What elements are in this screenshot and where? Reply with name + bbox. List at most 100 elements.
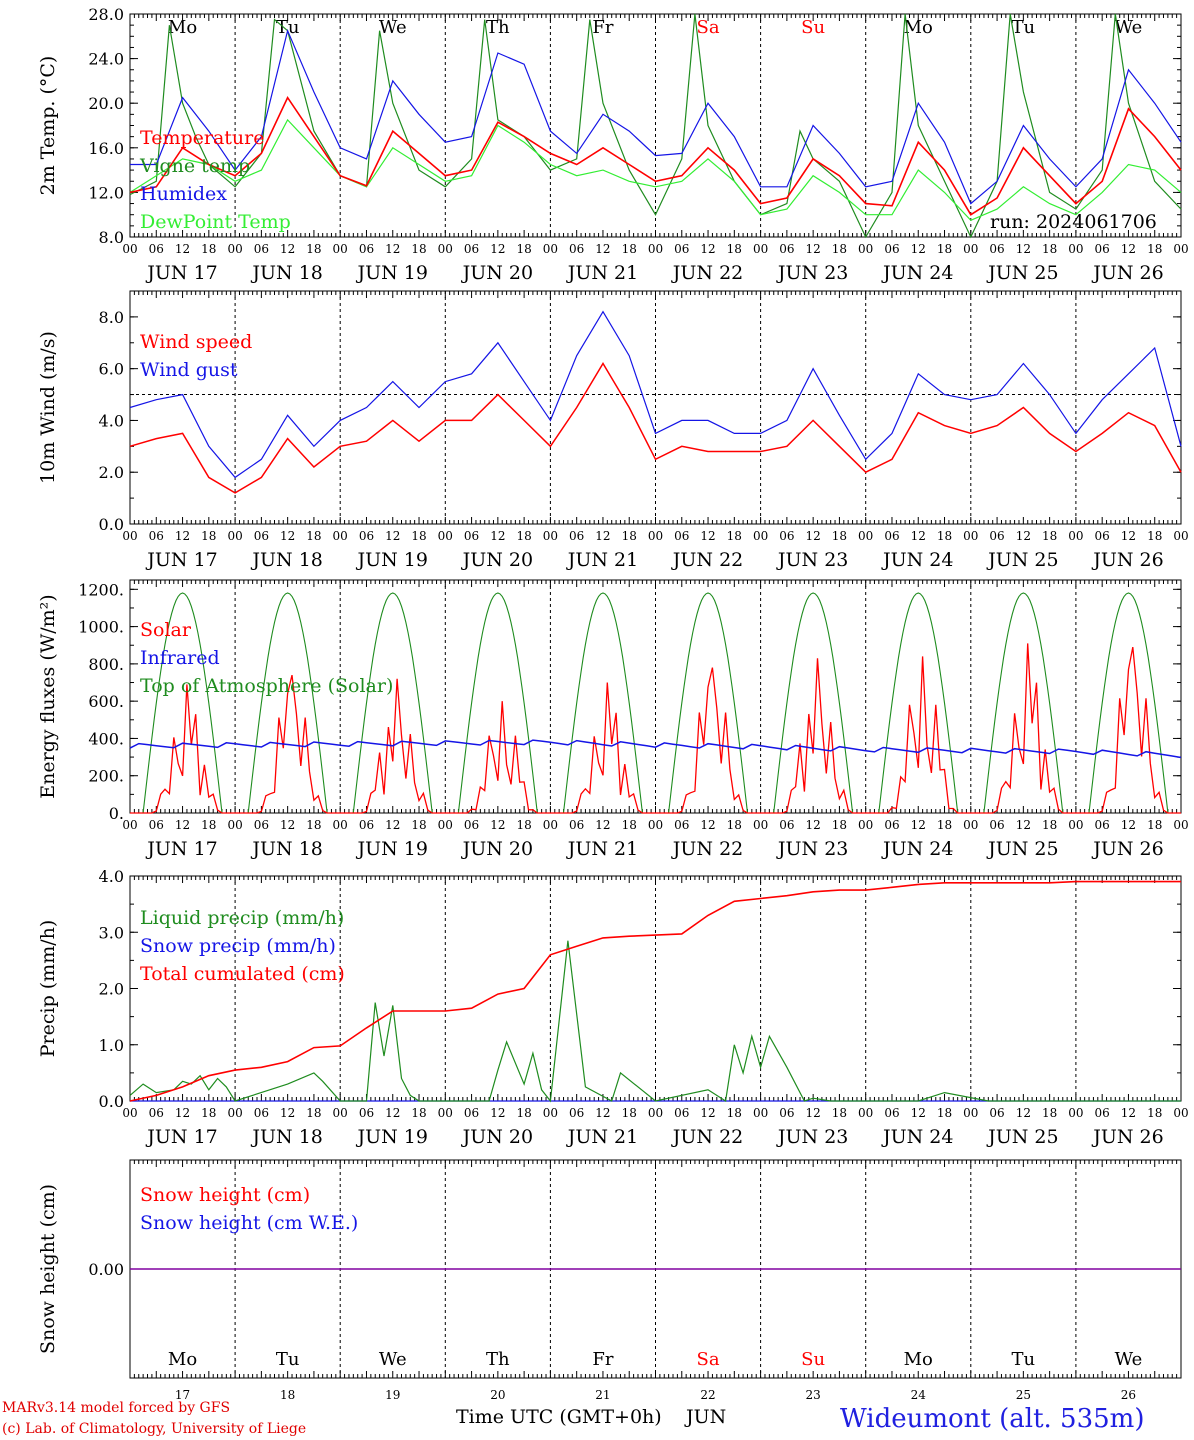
precip-hour-label: 18 xyxy=(832,1106,847,1120)
energy-hour-label: 18 xyxy=(832,818,847,832)
energy-ytick-label: 400. xyxy=(88,729,124,748)
energy-hour-label: 00 xyxy=(858,818,873,832)
precip-hour-label: 12 xyxy=(280,1106,295,1120)
precip-hour-label: 18 xyxy=(411,1106,426,1120)
energy-ytick-label: 800. xyxy=(88,655,124,674)
dewpoint-line xyxy=(129,118,1182,222)
temp-hour-label: 18 xyxy=(832,242,847,256)
precip-hour-label: 06 xyxy=(254,1106,269,1120)
snow-legend-item: Snow height (cm W.E.) xyxy=(140,1212,358,1234)
station-name: Wideumont (alt. 535m) xyxy=(840,1404,1144,1434)
wind-hour-label: 00 xyxy=(227,529,242,543)
energy-hour-label: 00 xyxy=(963,818,978,832)
wind-hour-label: 00 xyxy=(753,529,768,543)
precip-hour-label: 18 xyxy=(937,1106,952,1120)
temperature-line xyxy=(129,95,1182,216)
liquid-precip-line xyxy=(129,940,1181,1103)
wind-hour-label: 12 xyxy=(700,529,715,543)
wind-hour-label: 06 xyxy=(569,529,584,543)
precip-hour-label: 06 xyxy=(464,1106,479,1120)
wind-hour-label: 18 xyxy=(1042,529,1057,543)
precip-hour-label: 00 xyxy=(858,1106,873,1120)
energy-hour-label: 12 xyxy=(1016,818,1031,832)
temp-legend-item: DewPoint Temp xyxy=(140,211,291,233)
energy-hour-label: 12 xyxy=(700,818,715,832)
wind-hour-label: 18 xyxy=(1147,529,1162,543)
temp-hour-label: 18 xyxy=(1042,242,1057,256)
temp-hour-label: 18 xyxy=(622,242,637,256)
precip-hour-label: 00 xyxy=(1068,1106,1083,1120)
energy-hour-label: 06 xyxy=(1095,818,1110,832)
precip-hour-label: 00 xyxy=(122,1106,137,1120)
infrared-line xyxy=(129,739,1182,759)
temp-hour-label: 00 xyxy=(122,242,137,256)
precip-hour-label: 06 xyxy=(989,1106,1004,1120)
temp-ytick-label: 28.0 xyxy=(88,5,124,24)
energy-hour-label: 00 xyxy=(648,818,663,832)
precip-date-label: JUN 22 xyxy=(671,1126,743,1148)
wind-speed-line xyxy=(129,362,1182,494)
snow-weekday-label: Tu xyxy=(1012,1349,1036,1370)
wind-hour-label: 00 xyxy=(543,529,558,543)
temp-hour-label: 00 xyxy=(963,242,978,256)
energy-date-label: JUN 21 xyxy=(566,838,638,860)
energy-hour-label: 18 xyxy=(622,818,637,832)
temp-hour-label: 06 xyxy=(884,242,899,256)
temp-date-label: JUN 24 xyxy=(881,262,953,284)
snow-height-panel: 0.00 Snow height (cm) Mo Tu We Th Fr Sa Su Mo Tu We… xyxy=(37,1159,1182,1402)
energy-ytick-label: 200. xyxy=(88,767,124,786)
snow-weekday-label: Tu xyxy=(276,1349,300,1370)
temp-date-label: JUN 26 xyxy=(1091,262,1163,284)
wind-hour-label: 18 xyxy=(201,529,216,543)
snow-weekday-label: Mo xyxy=(168,1349,197,1370)
energy-hour-label: 12 xyxy=(1121,818,1136,832)
wind-hour-label: 12 xyxy=(280,529,295,543)
footer-lab: (c) Lab. of Climatology, University of L… xyxy=(2,1421,306,1437)
day-number-label: 25 xyxy=(1016,1388,1031,1402)
temperature-panel: 00 06 12 18 00 06 12 18 00 06 12 18 00 06 12 18 00 06 12 18… xyxy=(37,5,1189,284)
energy-hour-label: 18 xyxy=(201,818,216,832)
precip-hour-label: 12 xyxy=(490,1106,505,1120)
precip-date-label: JUN 23 xyxy=(776,1126,848,1148)
wind-hour-label: 12 xyxy=(595,529,610,543)
energy-hour-label: 06 xyxy=(254,818,269,832)
energy-date-label: JUN 17 xyxy=(145,838,217,860)
wind-legend-item: Wind gust xyxy=(140,359,238,381)
precip-hour-label: 18 xyxy=(622,1106,637,1120)
temp-hour-label: 06 xyxy=(149,242,164,256)
solar-line xyxy=(130,643,1181,814)
temp-hour-label: 12 xyxy=(385,242,400,256)
wind-ytick-label: 6.0 xyxy=(99,360,124,379)
temp-weekday-label: Sa xyxy=(697,17,720,38)
precip-hour-label: 06 xyxy=(359,1106,374,1120)
wind-date-label: JUN 26 xyxy=(1091,549,1163,571)
wind-hour-label: 18 xyxy=(306,529,321,543)
energy-hour-label: 00 xyxy=(333,818,348,832)
wind-date-label: JUN 18 xyxy=(250,549,322,571)
wind-hour-label: 00 xyxy=(1068,529,1083,543)
wind-hour-label: 06 xyxy=(254,529,269,543)
energy-hour-label: 12 xyxy=(490,818,505,832)
energy-legend-item: Solar xyxy=(140,619,192,641)
wind-hour-label: 18 xyxy=(727,529,742,543)
temp-ylabel: 2m Temp. (°C) xyxy=(37,56,59,196)
wind-ytick-label: 0.0 xyxy=(99,515,124,534)
energy-hour-label: 12 xyxy=(280,818,295,832)
day-number-label: 24 xyxy=(911,1388,927,1402)
temp-hour-label: 12 xyxy=(700,242,715,256)
snow-ylabel: Snow height (cm) xyxy=(37,1184,59,1354)
temp-hour-label: 00 xyxy=(438,242,453,256)
wind-date-label: JUN 20 xyxy=(461,549,533,571)
temp-weekday-label: Th xyxy=(486,17,510,38)
snow-weekday-label: Sa xyxy=(697,1349,720,1370)
temp-hour-label: 18 xyxy=(727,242,742,256)
energy-hour-label: 00 xyxy=(753,818,768,832)
precip-date-label: JUN 18 xyxy=(250,1126,322,1148)
precip-hour-label: 00 xyxy=(963,1106,978,1120)
precip-hour-label: 12 xyxy=(385,1106,400,1120)
wind-ytick-label: 4.0 xyxy=(99,411,124,430)
precip-hour-label: 18 xyxy=(1042,1106,1057,1120)
energy-hour-label: 12 xyxy=(385,818,400,832)
wind-hour-label: 18 xyxy=(411,529,426,543)
temp-weekday-label: Tu xyxy=(1012,17,1036,38)
